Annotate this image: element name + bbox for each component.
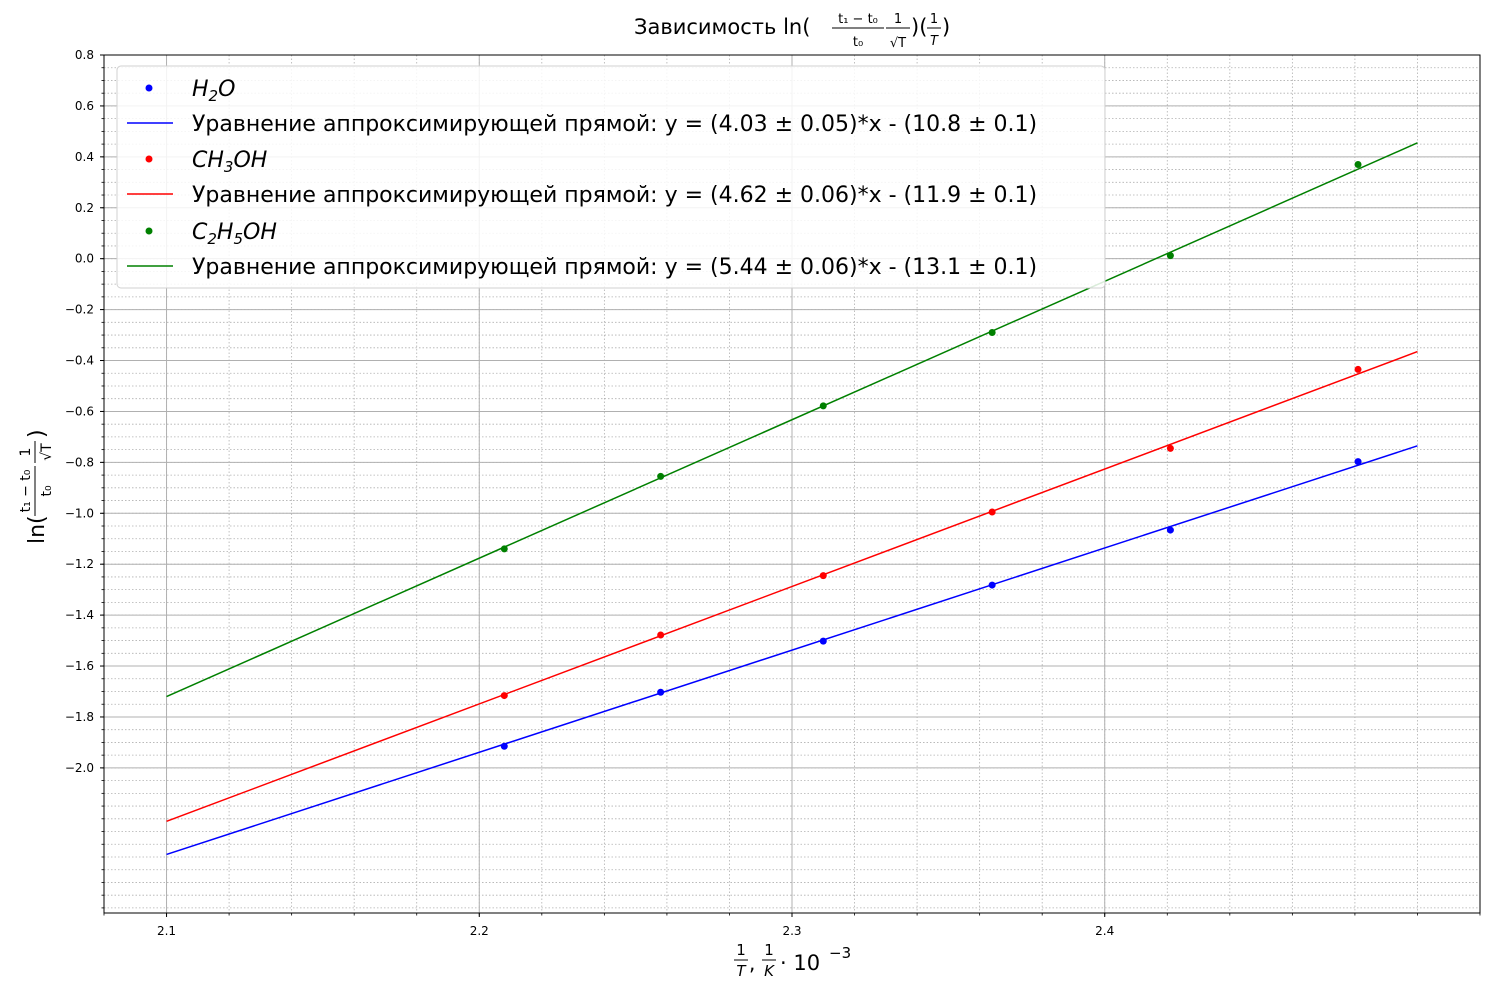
data-point-c2h5oh bbox=[657, 472, 665, 480]
y-label-prefix: ln( bbox=[25, 515, 50, 544]
y-tick-label: −0.8 bbox=[65, 455, 94, 469]
chart-title-suffix: ) bbox=[942, 15, 950, 39]
data-points bbox=[500, 160, 1362, 750]
data-point-h2o bbox=[1354, 458, 1362, 466]
data-point-ch3oh bbox=[819, 572, 827, 580]
data-point-c2h5oh bbox=[500, 545, 508, 553]
chart-title-prefix: Зависимость ln( bbox=[634, 15, 810, 39]
legend-marker-c2h5oh bbox=[145, 227, 153, 235]
legend-marker-ch3oh bbox=[145, 155, 153, 163]
y-tick-label: −1.4 bbox=[65, 608, 94, 622]
legend-label-ch3oh-fit: Уравнение аппроксимирующей прямой: y = (… bbox=[192, 183, 1037, 208]
x-tick-label: 2.2 bbox=[470, 924, 489, 938]
x-tick-label: 2.1 bbox=[157, 924, 176, 938]
legend-label-c2h5oh-fit: Уравнение аппроксимирующей прямой: y = (… bbox=[192, 255, 1037, 280]
y-tick-label: −1.8 bbox=[65, 710, 94, 724]
chart-title-frac2-num: 1 bbox=[894, 12, 902, 27]
y-tick-label: −1.6 bbox=[65, 659, 94, 673]
legend: H2O Уравнение аппроксимирующей прямой: y… bbox=[116, 65, 1106, 289]
x-label-exponent: −3 bbox=[829, 944, 851, 962]
y-tick-label: 0.4 bbox=[75, 150, 94, 164]
data-point-ch3oh bbox=[657, 631, 665, 639]
data-point-h2o bbox=[819, 637, 827, 645]
x-axis-label: 1 T , 1 K · 10 −3 bbox=[734, 941, 851, 980]
y-tick-label: −1.2 bbox=[65, 557, 94, 571]
data-point-h2o bbox=[657, 688, 665, 696]
y-tick-label: −0.6 bbox=[65, 404, 94, 418]
x-label-comma: , bbox=[749, 951, 755, 975]
chart-title-frac3-den: T bbox=[930, 34, 939, 49]
y-tick-label: −1.0 bbox=[65, 506, 94, 520]
y-tick-label: 0.0 bbox=[75, 252, 94, 266]
legend-label-h2o-fit: Уравнение аппроксимирующей прямой: y = (… bbox=[192, 112, 1037, 137]
data-point-h2o bbox=[1166, 526, 1174, 534]
y-tick-label: −0.4 bbox=[65, 354, 94, 368]
data-point-ch3oh bbox=[1354, 365, 1362, 373]
y-tick-label: −0.2 bbox=[65, 303, 94, 317]
y-tick-label: 0.2 bbox=[75, 201, 94, 215]
legend-label-ch3oh: CH3OH bbox=[192, 148, 267, 176]
legend-label-h2o: H2O bbox=[192, 77, 235, 105]
data-point-ch3oh bbox=[988, 508, 996, 516]
fit-line-c2h5oh bbox=[166, 142, 1418, 698]
chart-title-frac1-den: t₀ bbox=[853, 35, 863, 50]
y-axis-label: ln( t₁ − t₀ t₀ 1 √T ) bbox=[18, 429, 55, 544]
x-label-frac2-num: 1 bbox=[764, 941, 774, 959]
y-label-frac2-num: 1 bbox=[18, 448, 34, 457]
chart-title-mid: )( bbox=[911, 15, 927, 39]
data-point-c2h5oh bbox=[1166, 252, 1174, 260]
y-label-frac2-den: √T bbox=[39, 443, 55, 461]
data-point-c2h5oh bbox=[988, 329, 996, 337]
fit-line-ch3oh bbox=[166, 350, 1418, 823]
legend-label-c2h5oh: C2H5OH bbox=[192, 220, 277, 248]
legend-marker-h2o bbox=[145, 84, 153, 92]
data-point-ch3oh bbox=[500, 692, 508, 700]
data-point-h2o bbox=[500, 742, 508, 750]
chart-title-frac3-num: 1 bbox=[930, 12, 938, 27]
x-tick-label: 2.3 bbox=[782, 924, 801, 938]
data-point-ch3oh bbox=[1166, 444, 1174, 452]
legend-box bbox=[116, 65, 1106, 289]
fit-line-h2o bbox=[166, 445, 1418, 856]
y-axis-ticks: 0.8 0.6 0.4 0.2 0.0 −0.2 −0.4 −0.6 −0.8 −1.0 −1.2 −… bbox=[65, 48, 104, 909]
chart-title-frac2-den: √T bbox=[890, 36, 906, 51]
y-label-frac1-num: t₁ − t₀ bbox=[18, 469, 34, 512]
chart-title-frac1-num: t₁ − t₀ bbox=[838, 12, 878, 27]
data-point-c2h5oh bbox=[819, 402, 827, 410]
x-axis-ticks: 2.1 2.2 2.3 2.4 bbox=[103, 913, 1481, 938]
y-label-suffix: ) bbox=[25, 429, 50, 438]
x-label-frac2-den: K bbox=[764, 962, 775, 980]
x-label-rest: · 10 bbox=[780, 951, 820, 975]
data-point-h2o bbox=[988, 581, 996, 589]
y-tick-label: 0.8 bbox=[75, 48, 94, 62]
x-tick-label: 2.4 bbox=[1095, 924, 1114, 938]
chart-title: Зависимость ln( t₁ − t₀ t₀ 1 √T )( 1 T ) bbox=[634, 12, 950, 51]
data-point-c2h5oh bbox=[1354, 160, 1362, 168]
x-label-frac1-den: T bbox=[736, 962, 747, 980]
y-tick-label: −2.0 bbox=[65, 761, 94, 775]
y-tick-label: 0.6 bbox=[75, 99, 94, 113]
x-label-frac1-num: 1 bbox=[736, 941, 746, 959]
fit-lines bbox=[166, 142, 1418, 856]
y-label-frac1-den: t₀ bbox=[39, 485, 55, 496]
